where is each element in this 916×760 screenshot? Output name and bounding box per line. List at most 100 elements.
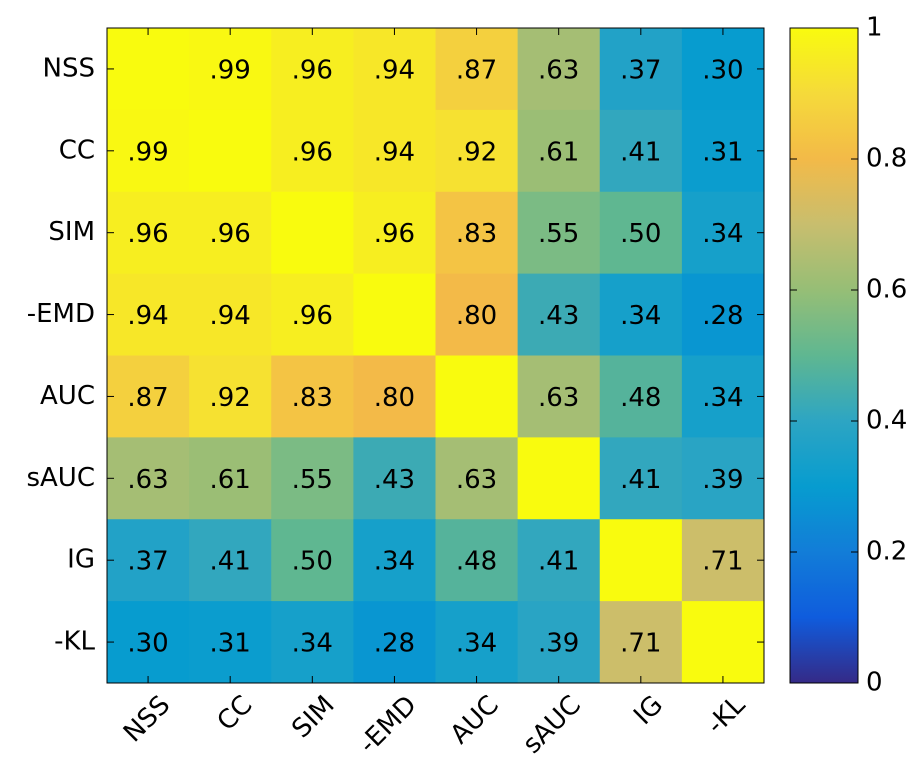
heatmap-cell: [599, 355, 683, 438]
colorbar-tick-label: 0.4: [866, 406, 907, 436]
cell-label: .63: [538, 383, 579, 413]
cell-label: .28: [702, 301, 743, 331]
cell-label: .41: [210, 547, 251, 577]
cell-label: .34: [620, 301, 661, 331]
cell-label: .71: [620, 629, 661, 659]
heatmap-cell: [435, 519, 519, 602]
colorbar-tick-label: 1: [866, 13, 883, 43]
plot-frame: [106, 27, 765, 684]
heatmap-cell: [271, 437, 354, 520]
heatmap-cell: [189, 519, 272, 602]
heatmap-cell: [271, 109, 354, 193]
cell-label: .41: [620, 137, 661, 167]
x-tick-label: -KL: [701, 690, 752, 741]
cell-label: .61: [538, 137, 579, 167]
heatmap-cell: [599, 28, 683, 111]
heatmap-cell: [681, 273, 765, 356]
cell-label: .92: [210, 383, 251, 413]
y-tick-label: SIM: [48, 217, 95, 247]
heatmap-cell: [189, 601, 272, 684]
heatmap-cell: [107, 273, 190, 356]
x-tick-label: SIM: [286, 690, 340, 744]
heatmap-cell: [599, 519, 683, 602]
cell-label: .43: [374, 465, 415, 495]
cell-label: .39: [702, 465, 743, 495]
y-tick-label: -EMD: [27, 299, 95, 329]
cell-label: .83: [292, 383, 333, 413]
colorbar-tick-label: 0: [866, 668, 883, 698]
cell-label: .48: [456, 547, 497, 577]
heatmap-cell: [517, 191, 601, 275]
heatmap-cell: [353, 519, 436, 602]
heatmap-cell: [681, 437, 765, 520]
heatmap-cell: [353, 355, 436, 438]
heatmap-cell: [517, 28, 601, 111]
heatmap-cell: [599, 109, 683, 193]
cell-label: .96: [374, 219, 415, 249]
heatmap-cell: [435, 191, 519, 275]
colorbar-tick-label: 0.8: [866, 144, 907, 174]
cell-label: .80: [456, 301, 497, 331]
y-tick-label: -KL: [54, 627, 95, 657]
cell-label: .30: [702, 55, 743, 85]
heatmap-cell: [353, 28, 436, 111]
heatmap-cell: [681, 519, 765, 602]
heatmap-cell: [107, 437, 190, 520]
x-tick-label: CC: [212, 690, 259, 737]
cell-label: .28: [374, 629, 415, 659]
cell-label: .63: [127, 465, 168, 495]
heatmap-cell: [107, 191, 190, 275]
y-tick-label: AUC: [40, 381, 95, 411]
heatmap-cell: [271, 28, 354, 111]
heatmap-cell: [107, 601, 190, 684]
heatmap-cell: [681, 355, 765, 438]
heatmap-cell: [353, 191, 436, 275]
y-tick-label: NSS: [43, 53, 95, 83]
heatmap-cell: [189, 109, 272, 193]
cell-label: .96: [127, 219, 168, 249]
heatmap-cell: [271, 519, 354, 602]
cell-label: .50: [292, 547, 333, 577]
cell-label: .31: [702, 137, 743, 167]
cell-label: .37: [620, 55, 661, 85]
heatmap-cell: [353, 109, 436, 193]
cell-label: .87: [456, 55, 497, 85]
heatmap-cell: [353, 273, 436, 356]
cell-label: .63: [538, 55, 579, 85]
x-tick-label: AUC: [445, 690, 505, 750]
cell-label: .61: [210, 465, 251, 495]
cell-label: .99: [210, 55, 251, 85]
heatmap-cell: [107, 109, 190, 193]
heatmap-cell: [271, 355, 354, 438]
heatmap-cell: [517, 109, 601, 193]
colorbar: [789, 27, 859, 684]
cell-label: .34: [702, 219, 743, 249]
heatmap-cell: [599, 191, 683, 275]
heatmap-cell: [189, 355, 272, 438]
cell-label: .34: [456, 629, 497, 659]
heatmap-cell: [599, 273, 683, 356]
heatmap-cell: [681, 109, 765, 193]
heatmap-cell: [107, 28, 190, 111]
cell-label: .55: [292, 465, 333, 495]
x-tick-label: sAUC: [517, 690, 587, 760]
heatmap-cell: [681, 191, 765, 275]
cell-label: .63: [456, 465, 497, 495]
cell-label: .96: [292, 301, 333, 331]
cell-label: .50: [620, 219, 661, 249]
cell-label: .31: [210, 629, 251, 659]
heatmap-cell: [517, 355, 601, 438]
heatmap-cell: [517, 273, 601, 356]
heatmap-cell: [599, 601, 683, 684]
cell-label: .83: [456, 219, 497, 249]
heatmap-cell: [435, 437, 519, 520]
heatmap-cell: [107, 519, 190, 602]
heatmap-cell: [353, 437, 436, 520]
heatmap-cell: [189, 28, 272, 111]
colorbar-tick-label: 0.6: [866, 275, 907, 305]
x-tick-label: -EMD: [353, 690, 422, 759]
heatmap-cell: [517, 519, 601, 602]
heatmap-cell: [353, 601, 436, 684]
cell-label: .96: [210, 219, 251, 249]
